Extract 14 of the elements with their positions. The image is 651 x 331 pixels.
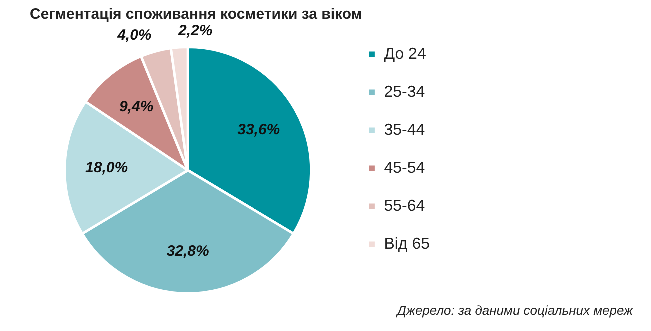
legend-label: 25-34 (384, 84, 426, 101)
data-label: 2,2% (177, 22, 213, 40)
chart-title: Сегментація споживання косметики за віком (30, 6, 362, 24)
legend-label: 45-54 (384, 160, 426, 177)
data-label: 4,0% (116, 27, 152, 44)
data-label: 33,6% (238, 122, 280, 139)
text: Джерело: за даними соціальних мереж (397, 303, 633, 318)
data-label: 18,0% (86, 160, 128, 177)
data-label: 9,4% (120, 98, 154, 116)
legend-label: До 24 (384, 46, 426, 63)
legend-label: Від 65 (384, 236, 430, 253)
legend-label: 35-44 (384, 122, 426, 139)
legend-label: 55-64 (384, 198, 426, 215)
data-label: 32,8% (166, 242, 210, 260)
